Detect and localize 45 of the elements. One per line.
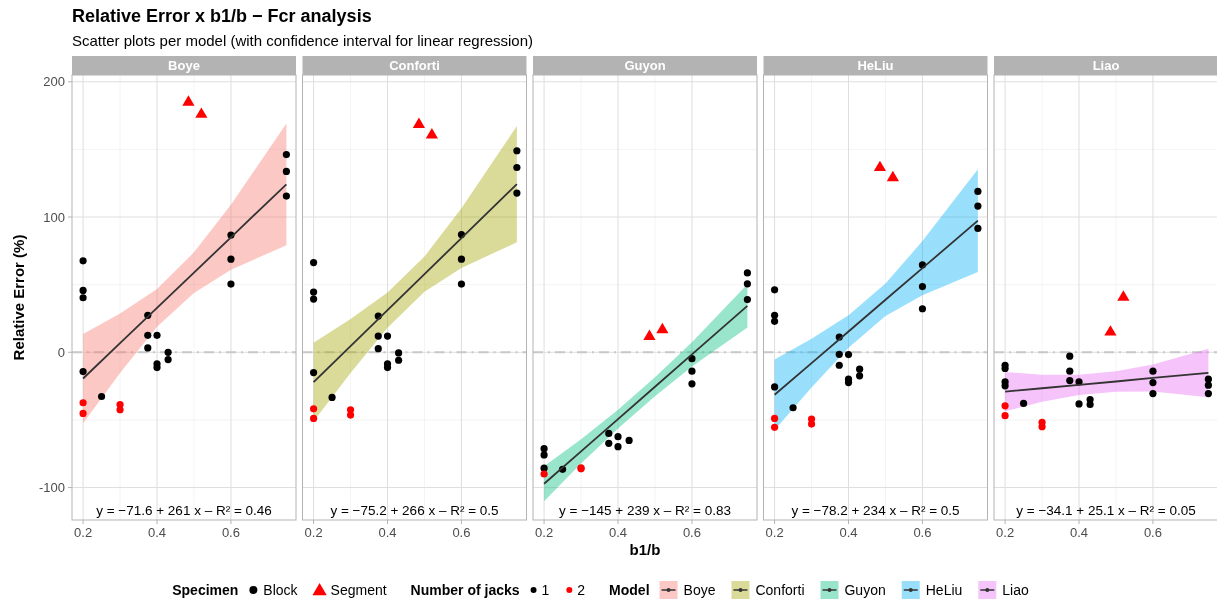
x-tick-label: 0.2 (996, 525, 1015, 540)
x-tick-label: 0.6 (682, 525, 701, 540)
text: Conforti (389, 58, 440, 73)
annotation: y = −71.6 + 261 x – R² = 0.46 (96, 503, 272, 518)
x-axis-title: b1/b (629, 541, 661, 558)
text: Block (263, 582, 299, 598)
annotation: y = −78.2 + 234 x – R² = 0.5 (791, 503, 960, 518)
x-tick-label: 0.4 (147, 525, 167, 540)
text: Model (609, 582, 650, 598)
legend-label: Segment (330, 582, 387, 598)
y-tick-label: -100 (38, 480, 65, 496)
x-tick-label: 0.4 (1069, 525, 1089, 540)
x-tick-label: 0.4 (839, 525, 858, 540)
legend-label: 2 (577, 582, 586, 598)
x-tick-label: 0.6 (452, 525, 471, 540)
x-tick-label: 0.2 (535, 525, 554, 540)
text: Guyon (624, 58, 666, 73)
y-axis-title: Relative Error (%) (10, 234, 27, 361)
annotation: y = −34.1 + 25.1 x – R² = 0.05 (1016, 503, 1196, 518)
annotation: y = −75.2 + 266 x – R² = 0.5 (330, 503, 499, 518)
x-tick-label: 0.6 (1143, 525, 1162, 540)
text: Boye (168, 58, 200, 73)
x-tick-label: 0.2 (765, 525, 784, 540)
legend-label: Liao (1002, 582, 1029, 598)
x-tick-label: 0.6 (913, 525, 932, 540)
y-tick-label: 0 (57, 344, 65, 360)
x-tick-label: 0.4 (378, 525, 397, 540)
legend-label: 1 (541, 582, 550, 598)
text: Liao (1092, 58, 1120, 73)
x-tick-label: 0.2 (304, 525, 323, 540)
chart-subtitle: Scatter plots per model (with confidence interval for linear regression) (72, 32, 534, 49)
x-tick-label: 0.2 (74, 525, 93, 540)
text: HeLiu (857, 58, 894, 73)
chart-title: Relative Error x b1/b − Fcr analysis (72, 6, 372, 26)
legend-label: Boye (683, 582, 716, 598)
y-tick-label: 100 (43, 209, 65, 225)
text: Specimen (172, 582, 239, 598)
legend-label: Conforti (755, 582, 805, 598)
x-tick-label: 0.4 (608, 525, 628, 540)
y-tick-label: 200 (43, 74, 65, 90)
legend-label: Guyon (844, 582, 886, 598)
annotation: y = −145 + 239 x – R² = 0.83 (559, 503, 731, 518)
legend-label: HeLiu (925, 582, 963, 598)
text: Number of jacks (410, 582, 520, 598)
x-tick-label: 0.6 (221, 525, 240, 540)
